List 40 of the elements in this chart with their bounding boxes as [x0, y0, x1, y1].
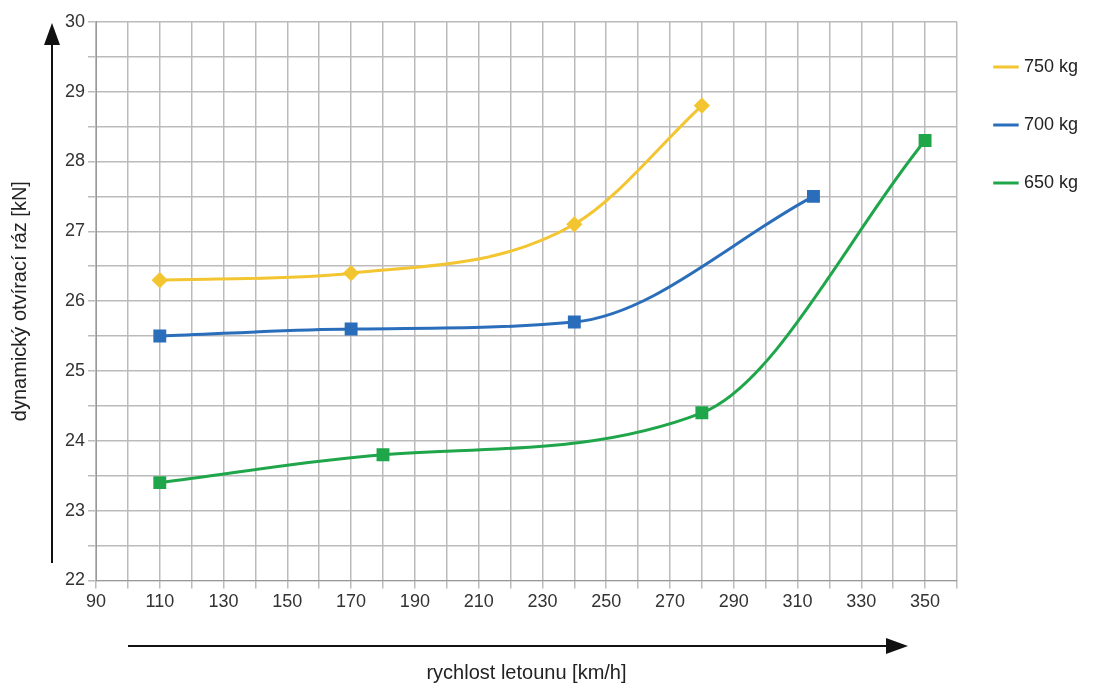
y-tick-label: 28	[64, 150, 86, 171]
x-tick-label: 90	[86, 591, 107, 612]
x-tick-label: 350	[910, 591, 941, 612]
y-tick-label: 22	[64, 569, 86, 590]
x-tick-label: 270	[654, 591, 685, 612]
point	[566, 216, 582, 232]
legend-label: 750 kg	[1023, 55, 1078, 76]
point	[567, 315, 581, 329]
x-axis-title: rychlost letounu [km/h]	[426, 660, 627, 683]
legend-label: 700 kg	[1023, 113, 1078, 134]
y-tick-label: 27	[64, 220, 86, 241]
x-tick-label: 150	[272, 591, 303, 612]
x-tick-label: 210	[463, 591, 494, 612]
y-tick-label: 26	[64, 290, 86, 311]
x-tick-label: 330	[846, 591, 877, 612]
point	[152, 272, 168, 288]
y-axis-title: dynamický otvírací ráz [kN]	[7, 181, 30, 422]
x-tick-label: 290	[718, 591, 749, 612]
x-tick-label: 310	[782, 591, 813, 612]
point	[694, 98, 710, 114]
point	[807, 189, 820, 203]
x-tick-label: 190	[399, 591, 430, 612]
point	[153, 329, 167, 343]
x-tick-label: 130	[208, 591, 239, 612]
x-tick-label: 230	[527, 591, 558, 612]
point	[153, 476, 167, 490]
point	[918, 134, 932, 147]
y-tick-label: 25	[64, 359, 86, 380]
y-tick-label: 24	[64, 429, 86, 450]
x-tick-label: 250	[591, 591, 622, 612]
point	[695, 406, 709, 420]
y-tick-label: 23	[64, 499, 86, 520]
y-tick-label: 29	[64, 80, 86, 101]
point	[344, 322, 358, 336]
x-tick-label: 170	[336, 591, 367, 612]
point	[376, 448, 390, 462]
point	[343, 265, 359, 281]
y-tick-label: 30	[64, 10, 86, 31]
x-tick-label: 110	[145, 591, 175, 612]
legend-label: 650 kg	[1023, 171, 1078, 192]
